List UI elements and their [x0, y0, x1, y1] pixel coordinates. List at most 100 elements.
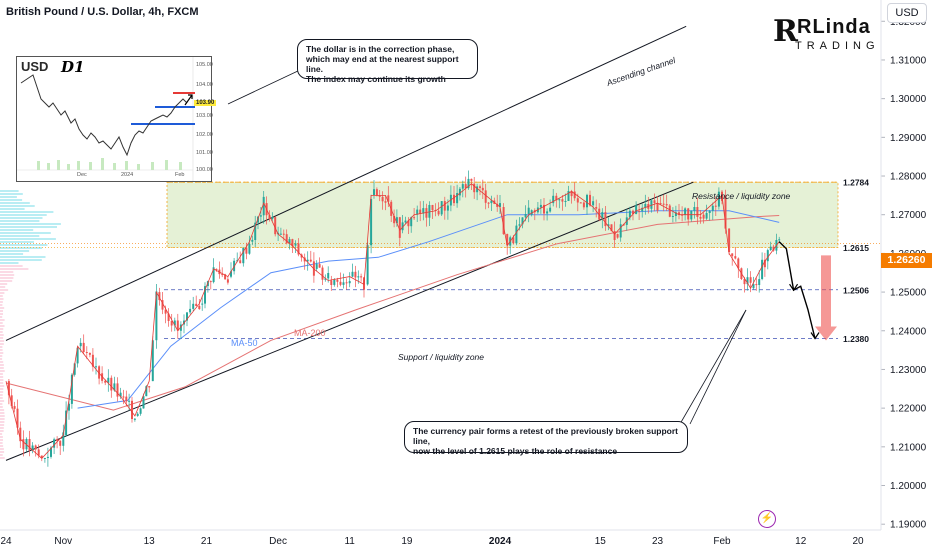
- candle-body: [7, 381, 10, 396]
- candle-body: [318, 264, 321, 268]
- candle-body: [589, 194, 591, 206]
- callout-pointer-bottom-right: [689, 309, 747, 425]
- candle-body: [136, 413, 139, 416]
- candle-body: [650, 200, 653, 209]
- candle-body: [752, 284, 755, 289]
- volume-profile-bar: [0, 376, 4, 378]
- forecast-path: [778, 241, 816, 339]
- volume-profile-bar: [0, 265, 23, 267]
- candle-body: [769, 246, 772, 251]
- candle-body: [28, 439, 31, 451]
- volume-profile-bar: [0, 340, 5, 342]
- candle-body: [428, 205, 431, 218]
- candle-body: [339, 281, 342, 285]
- candle-body: [607, 224, 610, 227]
- candle-body: [476, 186, 479, 193]
- candle-body: [271, 217, 274, 219]
- candle-body: [321, 267, 324, 280]
- volume-profile-bar: [0, 424, 5, 426]
- volume-profile-bar: [0, 415, 5, 417]
- candle-body: [431, 205, 434, 210]
- volume-profile-bar: [0, 337, 4, 339]
- volume-profile-bar: [0, 268, 29, 270]
- y-tick-label: 1.20000: [890, 481, 927, 492]
- candle-body: [282, 233, 285, 235]
- y-tick-label: 1.19000: [890, 520, 927, 531]
- lightning-icon[interactable]: ⚡: [758, 510, 776, 528]
- candle-body: [70, 374, 73, 404]
- candle-body: [644, 204, 647, 208]
- candle-body: [212, 267, 215, 283]
- candle-body: [351, 271, 354, 277]
- candle-body: [687, 208, 690, 220]
- y-tick-label: 1.21000: [890, 442, 927, 453]
- volume-profile-bar: [0, 454, 3, 456]
- candle-body: [133, 418, 136, 420]
- volume-profile-bar: [0, 259, 42, 261]
- candle-body: [440, 201, 443, 215]
- candle-body: [297, 243, 300, 255]
- candle-body: [705, 213, 708, 219]
- candle-body: [443, 201, 446, 211]
- candle-body: [564, 201, 567, 202]
- inset-y-tick: 101.00: [196, 150, 213, 156]
- y-tick-label: 1.31000: [890, 55, 927, 66]
- candle-body: [107, 377, 110, 383]
- candle-body: [487, 202, 490, 204]
- candle-body: [690, 210, 693, 220]
- ma-50-label: MA-50: [231, 338, 258, 348]
- candle-body: [56, 439, 59, 441]
- candle-body: [384, 201, 387, 203]
- candle-body: [512, 237, 515, 244]
- candle-body: [668, 205, 671, 217]
- volume-profile-bar: [0, 439, 3, 441]
- candle-body: [50, 447, 52, 457]
- candle-body: [53, 439, 56, 448]
- candle-body: [65, 410, 68, 436]
- candle-body: [595, 207, 598, 209]
- candle-body: [570, 191, 573, 197]
- candle-body: [632, 210, 634, 214]
- candle-body: [59, 440, 62, 446]
- candle-body: [524, 214, 527, 218]
- candle-body: [490, 200, 493, 204]
- candle-body: [375, 189, 378, 196]
- candle-body: [398, 217, 401, 238]
- candle-body: [91, 354, 94, 367]
- candle-body: [413, 217, 416, 219]
- volume-profile-bar: [0, 406, 3, 408]
- candle-body: [198, 306, 201, 310]
- candle-body: [484, 190, 487, 203]
- volume-profile-bar: [0, 385, 5, 387]
- candle-body: [458, 188, 461, 196]
- callout-pointer-bottom-left: [679, 309, 747, 425]
- current-price-tag: 1.26260: [881, 253, 932, 268]
- candle-body: [186, 312, 188, 321]
- volume-profile-bar: [0, 355, 3, 357]
- candle-body: [279, 233, 282, 235]
- volume-profile-bar: [0, 262, 19, 264]
- candle-body: [113, 383, 116, 391]
- candle-body: [755, 284, 758, 286]
- candle-body: [453, 194, 455, 204]
- candle-body: [360, 276, 363, 278]
- volume-profile-bar: [0, 232, 51, 234]
- candle-body: [684, 208, 687, 215]
- volume-profile-bar: [0, 442, 3, 444]
- volume-profile-bar: [0, 358, 3, 360]
- candle-body: [179, 324, 182, 331]
- candle-body: [259, 215, 262, 217]
- dollar-callout: The dollar is in the correction phase, w…: [297, 39, 478, 84]
- chart-title: British Pound / U.S. Dollar, 4h, FXCM: [6, 6, 199, 18]
- volume-profile-bar: [0, 193, 23, 195]
- level-label: 1.2784: [843, 178, 869, 188]
- candle-body: [195, 303, 198, 306]
- currency-button[interactable]: USD: [887, 3, 927, 23]
- volume-profile-bar: [0, 298, 4, 300]
- candle-body: [470, 178, 473, 181]
- volume-profile-bar: [0, 313, 3, 315]
- callout-line: which may end at the nearest support lin…: [306, 54, 459, 74]
- candle-body: [315, 264, 318, 269]
- candle-body: [479, 186, 481, 188]
